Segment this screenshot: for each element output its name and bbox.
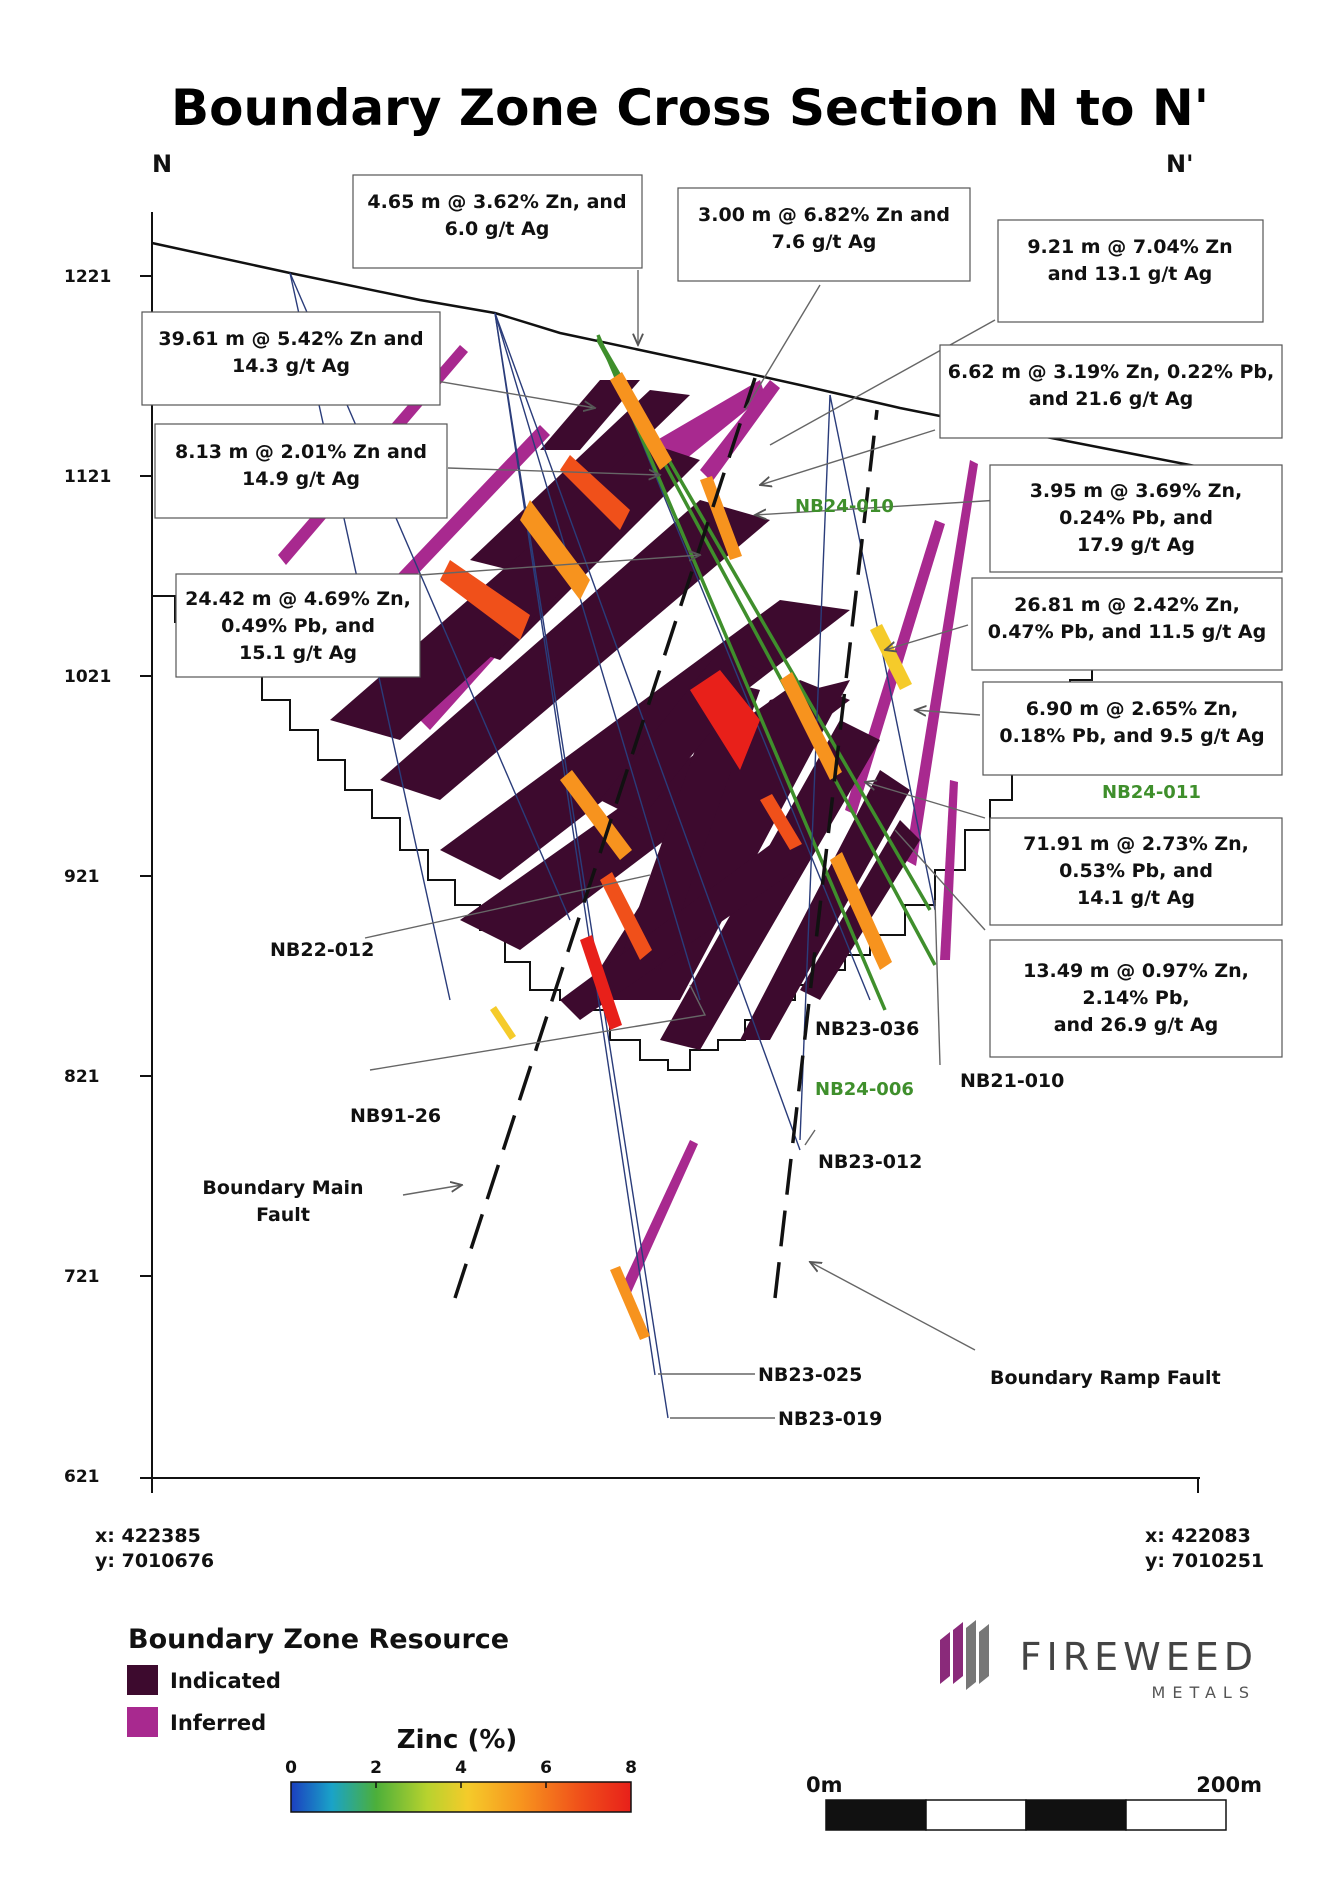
coord-left-y: y: 7010676 <box>95 1550 214 1572</box>
svg-text:and 26.9 g/t Ag: and 26.9 g/t Ag <box>1054 1014 1219 1036</box>
axes <box>140 212 1200 1493</box>
drillhole-label-nb24-011: NB24-011 <box>1102 782 1201 803</box>
elevation-label: 721 <box>64 1267 100 1287</box>
svg-text:0.49% Pb, and: 0.49% Pb, and <box>221 615 375 637</box>
svg-text:14.1 g/t Ag: 14.1 g/t Ag <box>1077 887 1195 909</box>
fault-label-ramp: Boundary Ramp Fault <box>990 1367 1221 1389</box>
drillhole-label-nb23-012: NB23-012 <box>818 1151 922 1173</box>
svg-text:39.61 m @ 5.42% Zn and: 39.61 m @ 5.42% Zn and <box>158 328 423 350</box>
zinc-tick-label: 2 <box>370 1758 382 1778</box>
coord-right-y: y: 7010251 <box>1145 1550 1264 1572</box>
figure-title: Boundary Zone Cross Section N to N' <box>171 79 1209 137</box>
callout-71.91m: 71.91 m @ 2.73% Zn, 0.53% Pb, and 14.1 g… <box>989 817 1283 926</box>
drillhole-label-nb23-025: NB23-025 <box>758 1364 862 1386</box>
drillhole-label-nb23-036: NB23-036 <box>815 1018 919 1040</box>
legend-swatch-inferred <box>127 1707 158 1737</box>
fireweed-logo-icon <box>940 1620 989 1690</box>
callout-6.62m: 6.62 m @ 3.19% Zn, 0.22% Pb, and 21.6 g/… <box>939 344 1283 439</box>
zinc-tick-label: 4 <box>455 1758 467 1778</box>
callout-8.13m: 8.13 m @ 2.01% Zn and 14.9 g/t Ag <box>154 423 448 519</box>
scale-bar <box>825 1799 1227 1831</box>
drillhole-label-nb91-26: NB91-26 <box>350 1105 441 1127</box>
logo-sub: METALS <box>1152 1683 1256 1702</box>
legend-label-indicated: Indicated <box>170 1669 281 1693</box>
svg-text:0.47% Pb, and 11.5 g/t Ag: 0.47% Pb, and 11.5 g/t Ag <box>988 621 1267 643</box>
callout-6.90m: 6.90 m @ 2.65% Zn, 0.18% Pb, and 9.5 g/t… <box>982 681 1283 776</box>
svg-text:9.21 m @ 7.04% Zn: 9.21 m @ 7.04% Zn <box>1027 236 1232 258</box>
svg-text:14.9 g/t Ag: 14.9 g/t Ag <box>242 468 360 490</box>
elevation-ticks <box>140 275 152 1277</box>
callout-3.00m: 3.00 m @ 6.82% Zn and 7.6 g/t Ag <box>677 187 971 282</box>
callout-39.61m: 39.61 m @ 5.42% Zn and 14.3 g/t Ag <box>141 311 441 406</box>
callout-9.21m: 9.21 m @ 7.04% Zn and 13.1 g/t Ag <box>997 219 1264 323</box>
callout-24.42m: 24.42 m @ 4.69% Zn, 0.49% Pb, and 15.1 g… <box>175 573 421 678</box>
legend-swatch-indicated <box>127 1665 158 1695</box>
drillhole-label-nb24-010: NB24-010 <box>795 496 894 517</box>
svg-text:0.24% Pb, and: 0.24% Pb, and <box>1059 507 1213 529</box>
svg-text:3.00 m @ 6.82% Zn and: 3.00 m @ 6.82% Zn and <box>698 204 950 226</box>
svg-text:71.91 m @ 2.73% Zn,: 71.91 m @ 2.73% Zn, <box>1023 833 1249 855</box>
scale-bar-end: 200m <box>1196 1773 1262 1797</box>
svg-text:6.0 g/t Ag: 6.0 g/t Ag <box>445 218 550 240</box>
callout-4.65m: 4.65 m @ 3.62% Zn, and 6.0 g/t Ag <box>352 174 643 269</box>
svg-text:0.18% Pb, and 9.5 g/t Ag: 0.18% Pb, and 9.5 g/t Ag <box>999 725 1264 747</box>
legend-title: Boundary Zone Resource <box>128 1624 509 1655</box>
scale-bar-start: 0m <box>806 1773 843 1797</box>
fault-label-main: Boundary Main <box>202 1177 363 1199</box>
callout-3.95m: 3.95 m @ 3.69% Zn, 0.24% Pb, and 17.9 g/… <box>989 464 1283 573</box>
coord-right-x: x: 422083 <box>1145 1525 1251 1547</box>
elevation-label: 921 <box>64 867 100 887</box>
drillhole-label-nb22-012: NB22-012 <box>270 939 374 961</box>
svg-text:2.14% Pb,: 2.14% Pb, <box>1082 987 1189 1009</box>
svg-text:17.9 g/t Ag: 17.9 g/t Ag <box>1077 534 1195 556</box>
svg-text:24.42 m @ 4.69% Zn,: 24.42 m @ 4.69% Zn, <box>185 588 411 610</box>
svg-text:13.49 m @ 0.97% Zn,: 13.49 m @ 0.97% Zn, <box>1023 960 1249 982</box>
coord-left-x: x: 422385 <box>95 1525 201 1547</box>
boundary-ramp-fault <box>773 409 879 1299</box>
zinc-colour-bar <box>290 1781 632 1813</box>
svg-text:and 21.6 g/t Ag: and 21.6 g/t Ag <box>1029 388 1194 410</box>
elevation-label: 1021 <box>64 667 111 687</box>
zinc-scale-title: Zinc (%) <box>397 1725 518 1755</box>
topography-line <box>151 241 1196 468</box>
fault-label-main-2: Fault <box>256 1204 310 1226</box>
svg-text:8.13 m @ 2.01% Zn and: 8.13 m @ 2.01% Zn and <box>175 441 427 463</box>
svg-text:6.90 m @ 2.65% Zn,: 6.90 m @ 2.65% Zn, <box>1026 698 1239 720</box>
svg-text:7.6 g/t Ag: 7.6 g/t Ag <box>772 231 877 253</box>
svg-text:15.1 g/t Ag: 15.1 g/t Ag <box>239 642 357 664</box>
logo-name: FIREWEED <box>1020 1635 1258 1679</box>
zinc-tick-label: 6 <box>540 1758 552 1778</box>
section-end-label: N' <box>1166 150 1193 178</box>
legend-label-inferred: Inferred <box>170 1711 266 1735</box>
svg-text:and 13.1 g/t Ag: and 13.1 g/t Ag <box>1048 263 1213 285</box>
drillhole-label-nb21-010: NB21-010 <box>960 1070 1064 1092</box>
svg-text:26.81 m @ 2.42% Zn,: 26.81 m @ 2.42% Zn, <box>1014 594 1240 616</box>
callout-13.49m: 13.49 m @ 0.97% Zn, 2.14% Pb, and 26.9 g… <box>989 939 1283 1058</box>
block-model-outline <box>152 595 1131 1071</box>
zinc-assays <box>440 372 912 1340</box>
svg-text:0.53% Pb, and: 0.53% Pb, and <box>1059 860 1213 882</box>
drillhole-label-nb23-019: NB23-019 <box>778 1408 882 1430</box>
svg-text:4.65 m @ 3.62% Zn, and: 4.65 m @ 3.62% Zn, and <box>367 191 626 213</box>
boundary-main-fault <box>453 377 757 1299</box>
zinc-tick-label: 8 <box>625 1758 637 1778</box>
svg-text:3.95 m @ 3.69% Zn,: 3.95 m @ 3.69% Zn, <box>1030 480 1243 502</box>
callout-26.81m: 26.81 m @ 2.42% Zn, 0.47% Pb, and 11.5 g… <box>971 577 1283 671</box>
svg-text:6.62 m @ 3.19% Zn, 0.22% Pb,: 6.62 m @ 3.19% Zn, 0.22% Pb, <box>948 361 1274 383</box>
section-start-label: N <box>152 150 172 178</box>
elevation-label: 621 <box>64 1467 100 1487</box>
svg-text:14.3 g/t Ag: 14.3 g/t Ag <box>232 355 350 377</box>
elevation-label: 821 <box>64 1067 100 1087</box>
drillhole-label-nb24-006: NB24-006 <box>815 1079 914 1100</box>
elevation-label: 1121 <box>64 467 111 487</box>
elevation-label: 1221 <box>64 267 111 287</box>
zinc-tick-label: 0 <box>285 1758 297 1778</box>
leader-lines <box>359 270 1001 1419</box>
